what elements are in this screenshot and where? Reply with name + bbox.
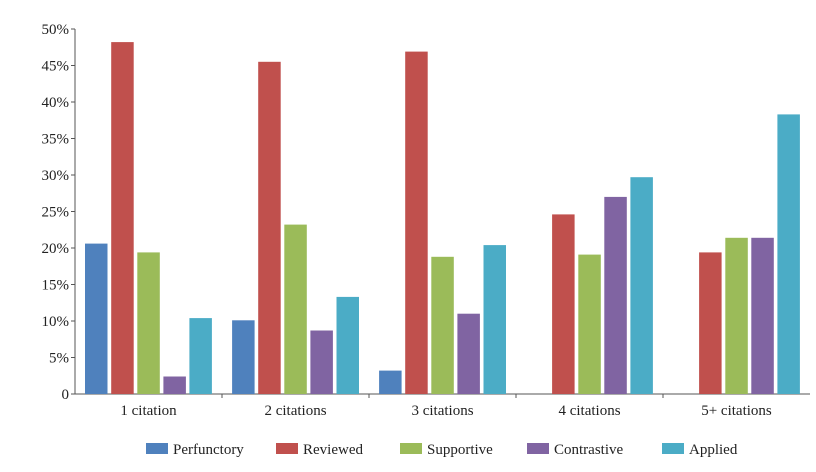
bar-contrastive-1	[163, 376, 186, 394]
bar-applied-2	[336, 296, 359, 394]
legend-label-perfunctory: Perfunctory	[173, 442, 244, 458]
x-category-label: 1 citation	[120, 403, 177, 419]
bar-applied-3	[483, 245, 506, 394]
y-tick-label: 5%	[49, 351, 69, 367]
legend-label-supportive: Supportive	[427, 442, 493, 458]
y-tick-label: 35%	[42, 132, 70, 148]
legend: Perfunctory Reviewed Supportive Contrastive…	[146, 442, 738, 458]
y-tick-label: 10%	[42, 314, 70, 330]
bar-contrastive-2	[310, 330, 333, 394]
bar-contrastive-5	[751, 237, 774, 394]
bar-perfunctory-1	[85, 243, 108, 394]
x-category-label: 2 citations	[264, 403, 326, 419]
y-tick-label: 25%	[42, 205, 70, 221]
bar-reviewed-2	[258, 61, 281, 395]
bar-applied-4	[630, 177, 653, 394]
bar-applied-1	[189, 318, 212, 394]
y-tick-label: 30%	[42, 168, 70, 184]
legend-swatch-supportive	[400, 443, 422, 454]
bar-reviewed-3	[405, 51, 428, 394]
x-axis-labels: 1 citation 2 citations 3 citations 4 citati…	[120, 394, 772, 419]
legend-swatch-perfunctory	[146, 443, 168, 454]
bar-supportive-1	[137, 252, 160, 394]
y-tick-label: 50%	[42, 22, 70, 38]
bar-contrastive-3	[457, 313, 480, 394]
bar-contrastive-4	[604, 196, 627, 394]
bar-supportive-2	[284, 224, 307, 394]
legend-label-contrastive: Contrastive	[554, 442, 623, 458]
bar-reviewed-5	[699, 252, 722, 394]
y-axis-ticks: 0 5% 10% 15% 20% 25% 30% 35% 40% 45% 50%	[42, 22, 75, 403]
y-tick-label: 20%	[42, 241, 70, 257]
bar-applied-5	[777, 114, 800, 395]
y-tick-label: 45%	[42, 59, 70, 75]
bar-supportive-5	[725, 237, 748, 394]
legend-swatch-contrastive	[527, 443, 549, 454]
bars	[85, 42, 800, 395]
x-category-label: 3 citations	[411, 403, 473, 419]
y-tick-label: 0	[62, 387, 70, 403]
bar-perfunctory-2	[232, 320, 255, 394]
bar-supportive-4	[578, 254, 601, 394]
y-tick-label: 40%	[42, 95, 70, 111]
legend-swatch-applied	[662, 443, 684, 454]
legend-label-reviewed: Reviewed	[303, 442, 363, 458]
legend-label-applied: Applied	[689, 442, 738, 458]
bar-perfunctory-3	[379, 370, 402, 394]
x-category-label: 4 citations	[558, 403, 620, 419]
y-tick-label: 15%	[42, 278, 70, 294]
legend-swatch-reviewed	[276, 443, 298, 454]
bar-supportive-3	[431, 256, 454, 394]
bar-reviewed-1	[111, 42, 134, 394]
x-category-label: 5+ citations	[701, 403, 772, 419]
bar-reviewed-4	[552, 214, 575, 394]
